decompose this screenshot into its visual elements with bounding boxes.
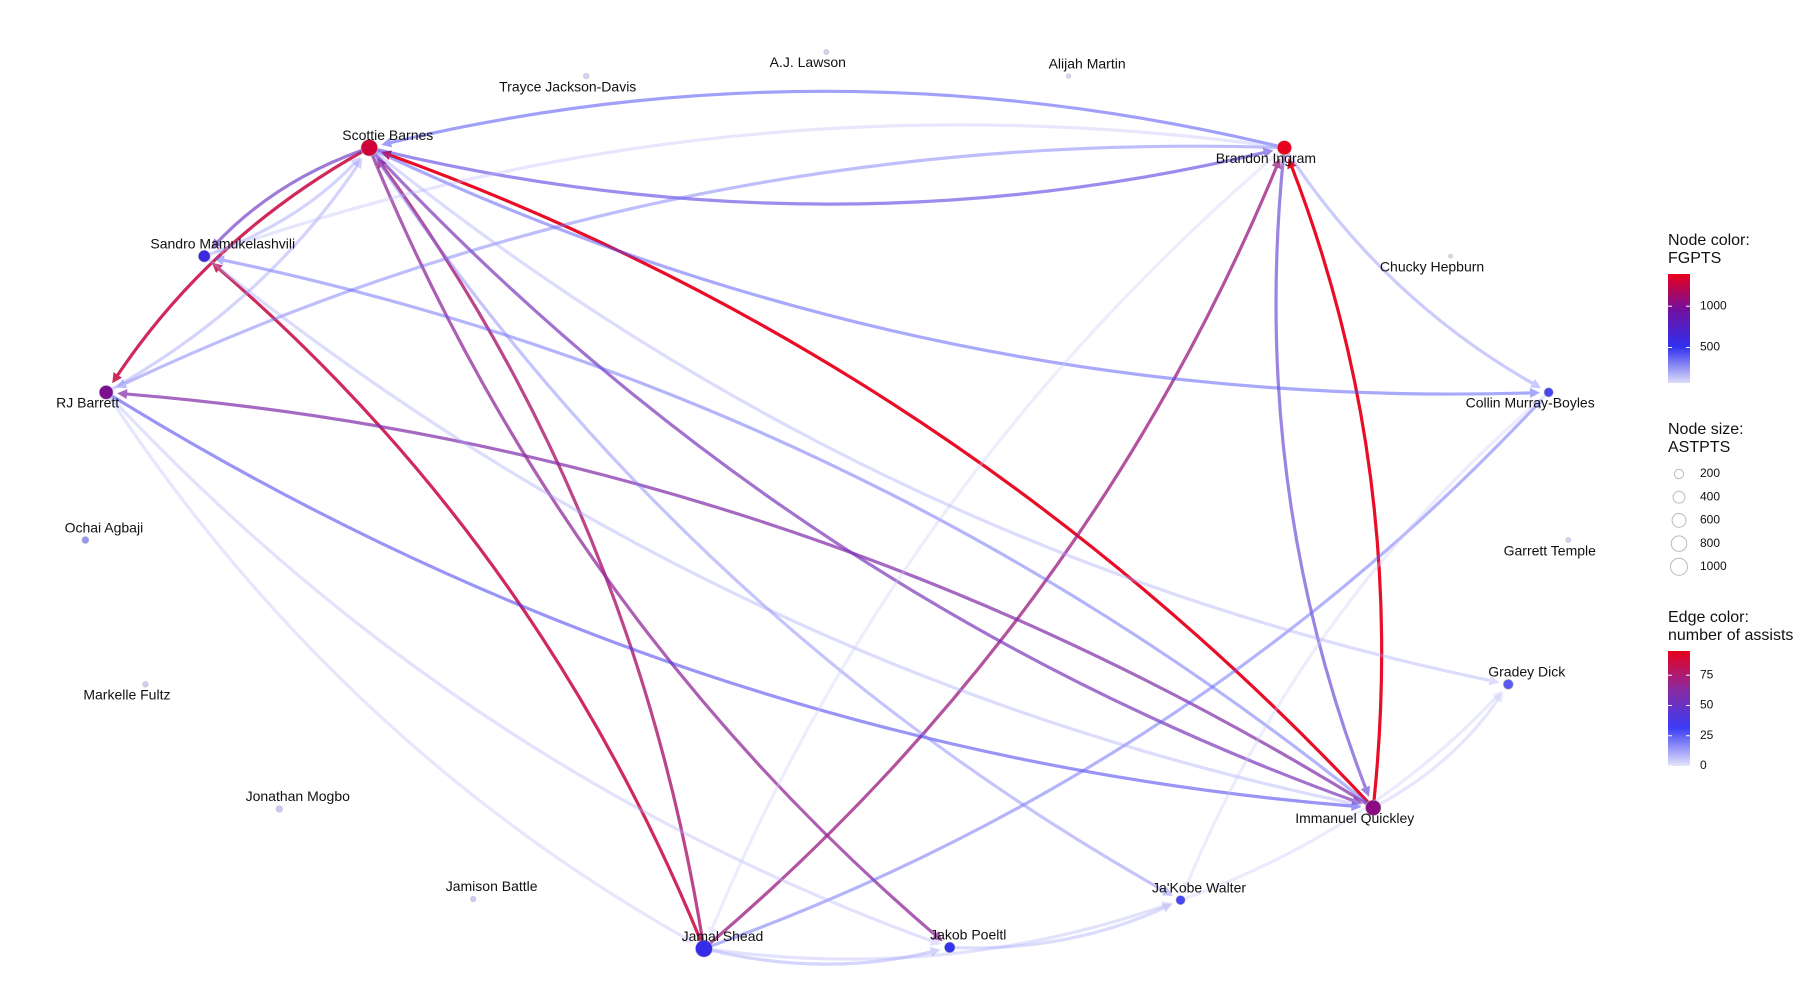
legend-title: Node color: [1668,232,1750,249]
node [1066,73,1072,79]
edge [1287,158,1384,801]
colorbar [1668,274,1690,383]
node-label: A.J. Lawson [770,54,846,70]
legend-tick-label: 25 [1700,728,1714,742]
legend-tick-label: 500 [1700,340,1720,354]
node-label: Brandon Ingram [1216,150,1316,166]
legend-tick-label: 800 [1700,536,1720,550]
node [823,49,830,55]
node [1276,140,1292,156]
edge [207,258,1362,809]
legend-tick-label: 1000 [1700,298,1727,312]
edge [381,89,1278,148]
node [1565,537,1572,543]
edge [707,151,1281,938]
edge [372,153,1174,896]
node [275,805,283,813]
node-label: Jakob Poeltl [930,927,1006,943]
size-key [1670,535,1688,552]
edge [955,903,1173,950]
node [583,73,590,80]
node-label: Alijah Martin [1049,55,1126,71]
node-label: Chucky Hepburn [1380,258,1484,274]
legend-title: number of assists [1668,627,1793,644]
node [1365,799,1382,816]
legend-tick-label: 400 [1700,489,1720,503]
edge [213,123,1278,255]
labels: Scottie Barnes Brandon Ingram Sandro Mamuk… [56,54,1596,944]
node-label: Jamison Battle [446,878,538,894]
node-label: Immanuel Quickley [1295,810,1414,826]
size-key [1671,512,1687,528]
edges [108,89,1547,966]
node-label: Jonathan Mogbo [246,788,351,804]
node-label: Collin Murray-Boyles [1466,395,1595,411]
edge [1183,394,1547,893]
size-key [1673,468,1685,480]
node-label: Markelle Fultz [83,687,170,703]
edge [111,157,363,391]
node [470,895,477,902]
edge [374,151,1500,686]
legend-tick-label: 1000 [1700,559,1727,573]
size-key [1670,557,1688,576]
node [1543,387,1554,398]
node-label: Ja'Kobe Walter [1152,879,1246,895]
node [1502,679,1514,690]
legend-title: Node size: [1668,421,1744,438]
legend-tick-label: 75 [1700,667,1714,681]
legend-title: FGPTS [1668,250,1721,267]
node-label: Garrett Temple [1504,542,1597,558]
edge [376,149,1541,398]
node [98,385,114,400]
legend-tick-label: 50 [1700,698,1714,712]
node-label: Jamal Shead [682,928,764,944]
colorbar [1668,651,1690,766]
legend-tick-label: 200 [1700,466,1720,480]
edge [116,144,1278,388]
edge [376,147,1274,206]
node-label: Trayce Jackson-Davis [499,78,636,94]
node-label: Sandro Mamukelashvili [150,235,295,251]
edge [211,262,703,942]
legend-title: ASTPTS [1668,439,1730,456]
node [198,249,211,263]
edge [1274,154,1371,797]
edge [108,397,694,943]
edge [709,158,1281,945]
edge [112,150,363,384]
node [1448,253,1453,259]
edge [712,901,1173,961]
edge [109,396,941,946]
edge [370,154,943,942]
edge [117,389,1368,806]
edge [711,947,941,966]
size-key [1672,490,1686,504]
node-label: Gradey Dick [1488,664,1566,680]
node [360,139,378,157]
edge [213,255,1369,805]
nodes [81,49,1572,958]
node [81,536,90,544]
edge [380,150,1370,804]
node [142,681,149,688]
edge [111,394,1362,812]
edge [1287,152,1542,389]
edge [711,398,1543,948]
edge [1379,691,1504,806]
node-label: Scottie Barnes [342,127,433,143]
node-label: Ochai Agbaji [65,519,144,535]
node [944,941,956,954]
legend-tick-label: 600 [1700,513,1720,527]
edge [211,149,362,249]
node [1175,895,1186,906]
legend-tick-label: 0 [1700,758,1707,772]
node [695,939,713,958]
edge [209,156,361,256]
edge [1184,690,1503,901]
node-label: RJ Barrett [56,395,119,411]
legend-title: Edge color: [1668,609,1749,626]
